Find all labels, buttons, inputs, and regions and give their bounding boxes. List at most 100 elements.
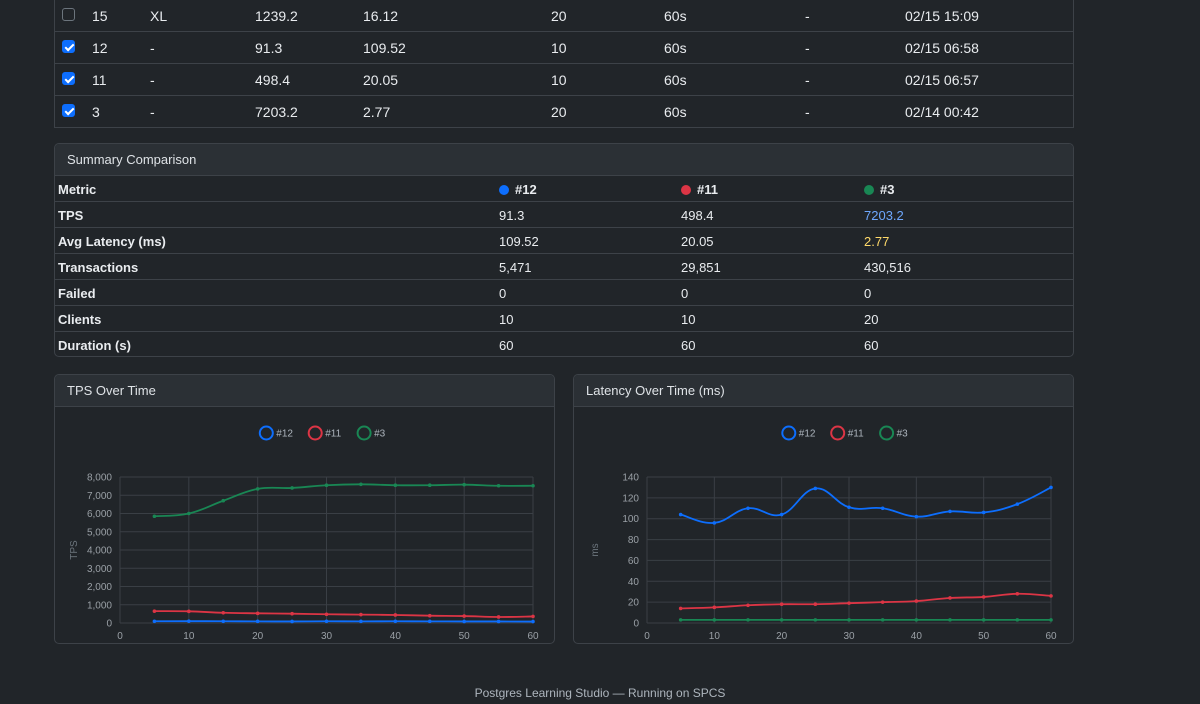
series-line [680, 592, 1052, 610]
x-tick-label: 60 [1045, 631, 1057, 642]
data-point [847, 618, 851, 622]
legend-marker [879, 425, 895, 441]
data-point [813, 618, 818, 622]
metric-label: TPS [58, 208, 84, 223]
y-axis-title: TPS [69, 540, 80, 560]
metric-value: 60 [681, 338, 696, 353]
y-tick-label: 60 [628, 556, 640, 567]
metric-label: Transactions [58, 260, 139, 275]
legend-label: #11 [848, 429, 864, 440]
run-select-checkbox[interactable] [62, 8, 75, 21]
x-tick-label: 30 [843, 631, 855, 642]
data-point [427, 483, 432, 488]
data-point [712, 618, 717, 622]
tps-chart-title: TPS Over Time [55, 375, 554, 407]
data-point [462, 619, 466, 624]
run-duration: 60s [664, 72, 687, 88]
run-latency: 20.05 [363, 72, 399, 88]
data-point [255, 487, 260, 491]
data-point [813, 602, 818, 607]
data-point [221, 619, 226, 624]
data-point [152, 619, 157, 624]
data-point [187, 619, 191, 623]
run-failed: - [805, 72, 810, 88]
data-point [531, 614, 535, 619]
y-tick-label: 0 [633, 619, 639, 630]
metric-value: 109.52 [499, 234, 539, 249]
table-row[interactable]: 15 XL 1239.2 16.12 20 60s - 02/15 15:09 [55, 0, 1073, 32]
x-tick-label: 20 [776, 631, 788, 642]
x-tick-label: 10 [183, 631, 195, 642]
legend-label: #12 [276, 429, 293, 440]
series-line [154, 610, 534, 618]
data-point [187, 609, 191, 614]
y-tick-label: 120 [622, 493, 639, 504]
summary-title: Summary Comparison [55, 144, 1073, 176]
table-row[interactable]: 12 - 91.3 109.52 10 60s - 02/15 06:58 [55, 32, 1073, 64]
legend-marker [258, 425, 274, 441]
data-point [880, 600, 885, 604]
data-point [847, 505, 851, 510]
run-clients: 10 [551, 72, 567, 88]
data-point [746, 506, 750, 511]
run-clients: 20 [551, 104, 567, 120]
run-size: XL [150, 8, 168, 24]
summary-row-failed: Failed 0 0 0 [55, 280, 1073, 306]
data-point [290, 486, 294, 490]
data-point [531, 619, 535, 624]
data-point [1015, 618, 1020, 622]
run-latency: 109.52 [363, 40, 406, 56]
data-point [496, 619, 501, 624]
data-point [496, 615, 501, 619]
data-point [462, 482, 466, 487]
y-tick-label: 20 [628, 598, 640, 609]
summary-col-run-11: #11 [681, 182, 718, 197]
x-tick-label: 50 [459, 631, 471, 642]
run-11-dot-icon [681, 185, 691, 195]
data-point [678, 618, 683, 622]
run-time: 02/15 15:09 [905, 8, 979, 24]
run-time: 02/15 06:58 [905, 40, 979, 56]
metric-value: 60 [499, 338, 514, 353]
data-point [712, 605, 717, 610]
x-tick-label: 0 [644, 631, 650, 642]
run-clients: 10 [551, 40, 567, 56]
latency-chart-title: Latency Over Time (ms) [574, 375, 1073, 407]
legend-label: #3 [897, 429, 909, 440]
tps-chart-card: TPS Over Time 0 1,000 2,000 3,000 4,000 5,000… [54, 374, 555, 644]
metric-value: 60 [864, 338, 879, 353]
run-id: 12 [92, 40, 108, 56]
data-point [290, 611, 294, 616]
metric-value: 498.4 [681, 208, 714, 223]
table-row[interactable]: 11 - 498.4 20.05 10 60s - 02/15 06:57 [55, 64, 1073, 96]
data-point [981, 595, 986, 599]
run-duration: 60s [664, 8, 687, 24]
run-select-checkbox[interactable] [62, 72, 75, 85]
data-point [779, 618, 784, 622]
metric-value: 430,516 [864, 260, 911, 275]
metric-value: 0 [499, 286, 507, 301]
run-failed: - [805, 8, 810, 24]
summary-col-run-3: #3 [864, 182, 894, 197]
y-tick-label: 1,000 [87, 600, 112, 611]
data-point [981, 510, 986, 515]
x-tick-label: 30 [321, 631, 333, 642]
metric-value: 29,851 [681, 260, 721, 275]
run-id: 15 [92, 8, 108, 24]
data-point [981, 618, 986, 622]
legend-label: #12 [799, 429, 816, 440]
metric-value-best: 2.77 [864, 234, 890, 249]
table-row[interactable]: 3 - 7203.2 2.77 20 60s - 02/14 00:42 [55, 96, 1073, 127]
data-point [1015, 502, 1020, 506]
metric-value: 10 [499, 312, 514, 327]
legend-marker [307, 425, 323, 441]
data-point [779, 602, 784, 607]
run-failed: - [805, 104, 810, 120]
data-point [393, 483, 398, 488]
data-point [255, 619, 260, 624]
legend-marker [830, 425, 846, 441]
latency-chart-card: Latency Over Time (ms) 0 20 40 60 80 100 120 14… [573, 374, 1074, 644]
run-select-checkbox[interactable] [62, 104, 75, 117]
y-tick-label: 40 [628, 577, 640, 588]
run-select-checkbox[interactable] [62, 40, 75, 53]
